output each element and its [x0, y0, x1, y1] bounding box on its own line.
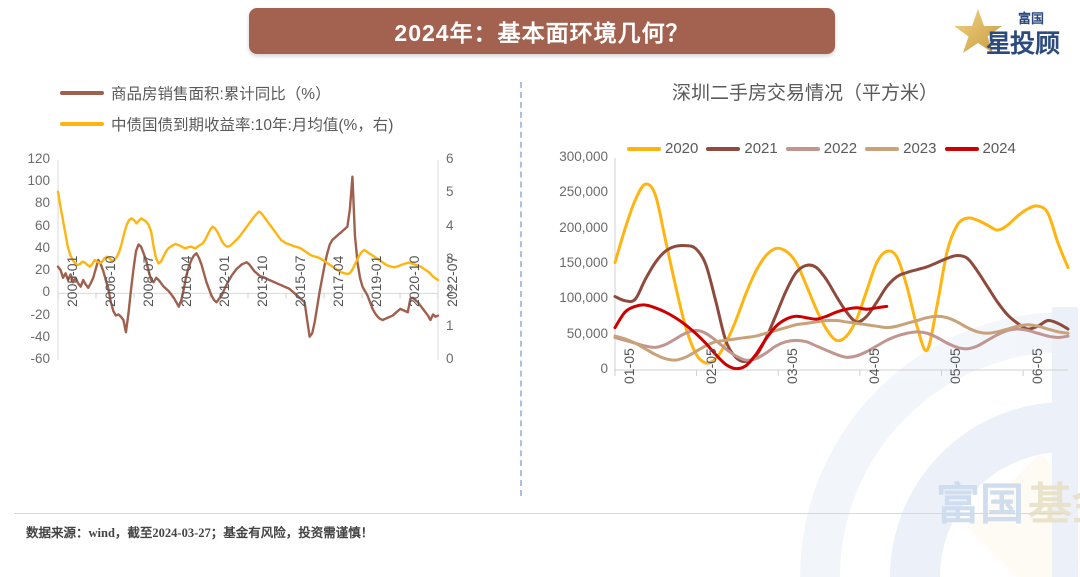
axis-tick-label: 2010-04 [178, 255, 194, 308]
axis-tick-label: 2005-01 [64, 255, 80, 308]
axis-tick-label: 2022-07 [444, 255, 460, 308]
svg-text:富国: 富国 [936, 480, 1024, 529]
footer-note: 数据来源：wind，截至2024-03-27；基金有风险，投资需谨慎！ [26, 526, 374, 540]
legend-item-2024: 2024 [944, 140, 1022, 157]
panel-divider [520, 82, 522, 496]
legend-swatch [944, 146, 979, 151]
legend-label: 2022 [823, 140, 858, 157]
axis-tick-label: 2008-07 [140, 255, 156, 308]
svg-text:投顾: 投顾 [1010, 29, 1060, 58]
axis-tick-label: 3 [446, 251, 454, 266]
axis-tick-label: 0 [42, 284, 50, 300]
right-chart-legend: 2020 2021 2022 2023 2024 [627, 140, 1024, 157]
series-line-yield [56, 190, 440, 282]
series-line-2020 [613, 182, 1070, 365]
axis-tick-label: 100 [27, 173, 50, 189]
axis-tick-label: 05-05 [947, 348, 964, 384]
legend-label: 商品房销售面积:累计同比（%） [111, 86, 331, 103]
axis-tick-label: 20 [34, 262, 50, 278]
legend-swatch [627, 146, 661, 151]
slide-root: 富国 基金 2024年：基本面环境几何？ 富国 星 投顾 商品房销售面积:累计同… [14, 8, 1080, 577]
axis-tick-label: 2006-10 [102, 255, 118, 308]
axis-tick-label: 2 [446, 284, 454, 300]
legend-swatch [865, 146, 900, 151]
footer-divider [14, 513, 1066, 514]
axis-tick-label: 2015-07 [292, 255, 308, 308]
axis-tick-label: 4 [446, 217, 454, 233]
page-title: 2024年：基本面环境几何？ [394, 20, 690, 46]
axis-tick-label: 0 [446, 351, 454, 366]
axis-tick-label: 04-05 [865, 348, 882, 384]
axis-tick-label: 0 [600, 361, 608, 376]
axis-tick-label: 6 [446, 151, 454, 166]
axis-tick-label: -60 [30, 351, 50, 366]
axis-tick-label: -40 [30, 328, 50, 344]
legend-item-2023: 2023 [865, 140, 942, 157]
brand-logo: 富国 星 投顾 [954, 9, 1060, 58]
axis-tick-label: 02-05 [702, 348, 719, 384]
legend-label: 2023 [903, 140, 937, 157]
axis-tick-label: 120 [27, 151, 50, 166]
axis-tick-label: -20 [30, 306, 50, 322]
left-chart-legend: 商品房销售面积:累计同比（%） 中债国债到期收益率:10年:月均值(%，右) [60, 82, 393, 144]
star-icon [954, 9, 1002, 53]
axis-tick-label: 06-05 [1029, 348, 1046, 384]
legend-swatch [706, 146, 741, 151]
axis-tick-label: 300,000 [559, 149, 608, 164]
legend-label: 2020 [665, 140, 699, 157]
axis-tick-label: 150,000 [559, 255, 608, 270]
legend-label: 中债国债到期收益率:10年:月均值(%，右) [111, 117, 394, 134]
axis-tick-label: 1 [446, 317, 454, 333]
legend-label: 2021 [744, 140, 778, 157]
legend-label: 2024 [982, 140, 1016, 157]
svg-text:星: 星 [986, 30, 1011, 58]
series-line-sales [56, 175, 440, 338]
axis-tick-label: 50,000 [566, 325, 608, 341]
series-line-2021 [613, 243, 1070, 364]
axis-tick-label: 2020-10 [406, 255, 422, 308]
legend-item-2020: 2020 [627, 140, 704, 157]
right-chart [613, 158, 1070, 376]
legend-swatch [60, 91, 104, 95]
axis-tick-label: 2017-04 [330, 255, 346, 308]
page-title-banner: 2024年：基本面环境几何？ [249, 8, 835, 54]
legend-item-2022: 2022 [785, 140, 863, 157]
legend-swatch [60, 122, 104, 126]
svg-text:基金: 基金 [1028, 480, 1080, 529]
axis-tick-label: 80 [34, 195, 50, 211]
series-line-2024 [613, 303, 889, 371]
legend-swatch [785, 146, 820, 151]
axis-tick-label: 03-05 [784, 348, 801, 384]
left-chart [56, 160, 440, 360]
svg-text:富国: 富国 [1018, 11, 1044, 26]
axis-tick-label: 2012-01 [216, 255, 232, 308]
axis-tick-label: 200,000 [559, 219, 608, 235]
right-chart-title: 深圳二手房交易情况（平方米） [671, 83, 938, 104]
axis-tick-label: 5 [446, 184, 454, 200]
series-line-2022 [613, 327, 1070, 362]
axis-tick-label: 100,000 [559, 290, 608, 306]
legend-item-0: 商品房销售面积:累计同比（%） [60, 82, 393, 104]
axis-tick-label: 40 [34, 239, 50, 255]
series-line-2023 [613, 314, 1070, 362]
legend-item-2021: 2021 [706, 140, 783, 157]
axis-tick-label: 2019-01 [368, 255, 384, 308]
axis-tick-label: 60 [34, 217, 50, 233]
axis-tick-label: 250,000 [559, 184, 608, 200]
legend-item-1: 中债国债到期收益率:10年:月均值(%，右) [60, 113, 393, 135]
axis-tick-label: 01-05 [621, 348, 637, 384]
axis-tick-label: 2013-10 [254, 255, 270, 308]
